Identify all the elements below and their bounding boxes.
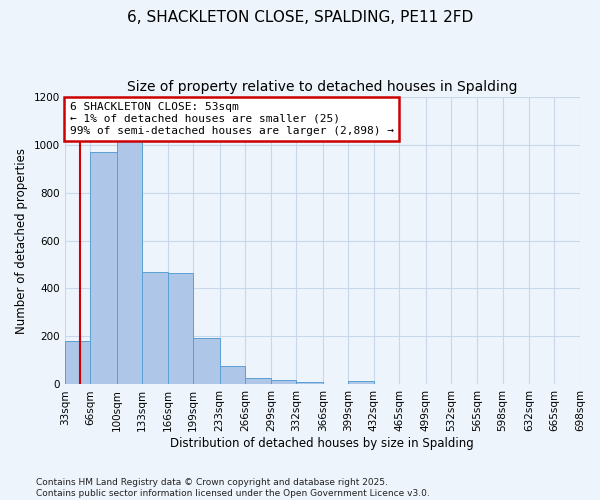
Title: Size of property relative to detached houses in Spalding: Size of property relative to detached ho… <box>127 80 518 94</box>
Text: 6 SHACKLETON CLOSE: 53sqm
← 1% of detached houses are smaller (25)
99% of semi-d: 6 SHACKLETON CLOSE: 53sqm ← 1% of detach… <box>70 102 394 136</box>
Bar <box>296 382 323 384</box>
Y-axis label: Number of detached properties: Number of detached properties <box>15 148 28 334</box>
Text: Contains HM Land Registry data © Crown copyright and database right 2025.
Contai: Contains HM Land Registry data © Crown c… <box>36 478 430 498</box>
Bar <box>116 135 142 384</box>
Text: 6, SHACKLETON CLOSE, SPALDING, PE11 2FD: 6, SHACKLETON CLOSE, SPALDING, PE11 2FD <box>127 10 473 25</box>
Bar <box>220 366 245 384</box>
Bar <box>168 273 193 384</box>
Bar <box>90 152 116 384</box>
Bar <box>271 380 296 384</box>
Bar <box>245 378 271 384</box>
X-axis label: Distribution of detached houses by size in Spalding: Distribution of detached houses by size … <box>170 437 474 450</box>
Bar <box>348 381 374 384</box>
Bar <box>193 338 220 384</box>
Bar <box>142 272 168 384</box>
Bar <box>65 340 90 384</box>
